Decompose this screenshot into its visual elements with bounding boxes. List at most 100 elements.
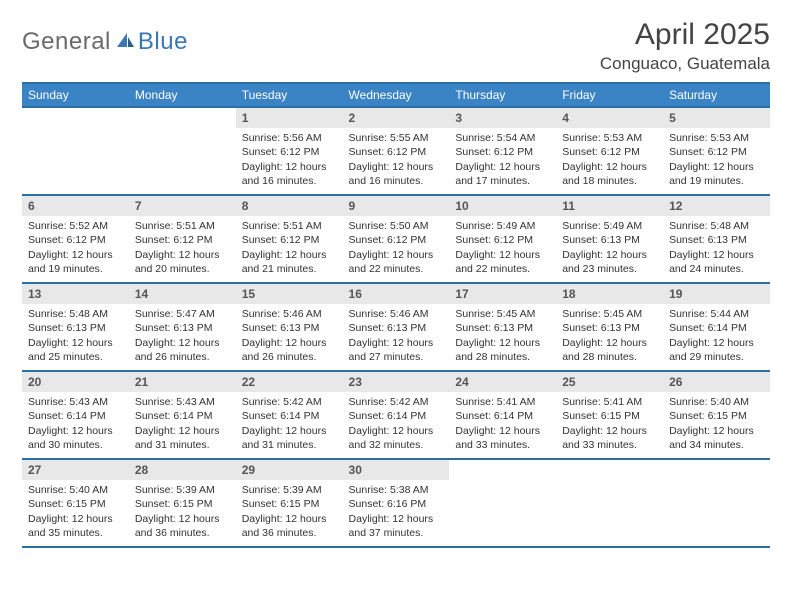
day-number: 1: [236, 108, 343, 128]
sunset-line: Sunset: 6:14 PM: [455, 409, 550, 423]
day-number: 9: [343, 196, 450, 216]
sunrise-line: Sunrise: 5:53 AM: [562, 131, 657, 145]
day-number: 28: [129, 460, 236, 480]
daylight-line: Daylight: 12 hours and 29 minutes.: [669, 336, 764, 364]
day-details: Sunrise: 5:44 AMSunset: 6:14 PMDaylight:…: [663, 304, 770, 368]
sunset-line: Sunset: 6:13 PM: [455, 321, 550, 335]
sunset-line: Sunset: 6:13 PM: [28, 321, 123, 335]
calendar-cell: 13Sunrise: 5:48 AMSunset: 6:13 PMDayligh…: [22, 283, 129, 371]
sunrise-line: Sunrise: 5:41 AM: [455, 395, 550, 409]
sunrise-line: Sunrise: 5:55 AM: [349, 131, 444, 145]
sunset-line: Sunset: 6:13 PM: [562, 233, 657, 247]
calendar-cell: 2Sunrise: 5:55 AMSunset: 6:12 PMDaylight…: [343, 107, 450, 195]
calendar-cell: 23Sunrise: 5:42 AMSunset: 6:14 PMDayligh…: [343, 371, 450, 459]
day-details: Sunrise: 5:43 AMSunset: 6:14 PMDaylight:…: [129, 392, 236, 456]
calendar-cell: 6Sunrise: 5:52 AMSunset: 6:12 PMDaylight…: [22, 195, 129, 283]
day-header-row: SundayMondayTuesdayWednesdayThursdayFrid…: [22, 83, 770, 107]
daylight-line: Daylight: 12 hours and 27 minutes.: [349, 336, 444, 364]
sunrise-line: Sunrise: 5:48 AM: [669, 219, 764, 233]
daylight-line: Daylight: 12 hours and 34 minutes.: [669, 424, 764, 452]
day-number: 7: [129, 196, 236, 216]
day-number: 26: [663, 372, 770, 392]
day-header: Saturday: [663, 83, 770, 107]
location: Conguaco, Guatemala: [600, 54, 770, 74]
sunrise-line: Sunrise: 5:52 AM: [28, 219, 123, 233]
day-details: Sunrise: 5:40 AMSunset: 6:15 PMDaylight:…: [663, 392, 770, 456]
sunset-line: Sunset: 6:15 PM: [135, 497, 230, 511]
sunrise-line: Sunrise: 5:48 AM: [28, 307, 123, 321]
sunrise-line: Sunrise: 5:54 AM: [455, 131, 550, 145]
daylight-line: Daylight: 12 hours and 30 minutes.: [28, 424, 123, 452]
daylight-line: Daylight: 12 hours and 22 minutes.: [349, 248, 444, 276]
daylight-line: Daylight: 12 hours and 31 minutes.: [242, 424, 337, 452]
daylight-line: Daylight: 12 hours and 31 minutes.: [135, 424, 230, 452]
sunrise-line: Sunrise: 5:38 AM: [349, 483, 444, 497]
sunset-line: Sunset: 6:12 PM: [349, 233, 444, 247]
day-details: Sunrise: 5:56 AMSunset: 6:12 PMDaylight:…: [236, 128, 343, 192]
day-details: Sunrise: 5:54 AMSunset: 6:12 PMDaylight:…: [449, 128, 556, 192]
daylight-line: Daylight: 12 hours and 26 minutes.: [242, 336, 337, 364]
calendar-week-row: 13Sunrise: 5:48 AMSunset: 6:13 PMDayligh…: [22, 283, 770, 371]
sunrise-line: Sunrise: 5:56 AM: [242, 131, 337, 145]
calendar-cell: 8Sunrise: 5:51 AMSunset: 6:12 PMDaylight…: [236, 195, 343, 283]
day-header: Thursday: [449, 83, 556, 107]
sunrise-line: Sunrise: 5:43 AM: [28, 395, 123, 409]
daylight-line: Daylight: 12 hours and 32 minutes.: [349, 424, 444, 452]
day-details: Sunrise: 5:48 AMSunset: 6:13 PMDaylight:…: [663, 216, 770, 280]
sunrise-line: Sunrise: 5:41 AM: [562, 395, 657, 409]
day-number: 21: [129, 372, 236, 392]
calendar-cell: 14Sunrise: 5:47 AMSunset: 6:13 PMDayligh…: [129, 283, 236, 371]
day-number: 11: [556, 196, 663, 216]
calendar-cell: 27Sunrise: 5:40 AMSunset: 6:15 PMDayligh…: [22, 459, 129, 547]
daylight-line: Daylight: 12 hours and 28 minutes.: [455, 336, 550, 364]
day-number: 12: [663, 196, 770, 216]
sunrise-line: Sunrise: 5:49 AM: [562, 219, 657, 233]
calendar-cell: [22, 107, 129, 195]
day-details: Sunrise: 5:38 AMSunset: 6:16 PMDaylight:…: [343, 480, 450, 544]
sunset-line: Sunset: 6:14 PM: [669, 321, 764, 335]
calendar-cell: 28Sunrise: 5:39 AMSunset: 6:15 PMDayligh…: [129, 459, 236, 547]
sunset-line: Sunset: 6:12 PM: [242, 233, 337, 247]
calendar-cell: [663, 459, 770, 547]
day-details: Sunrise: 5:52 AMSunset: 6:12 PMDaylight:…: [22, 216, 129, 280]
day-number: 29: [236, 460, 343, 480]
sunset-line: Sunset: 6:13 PM: [135, 321, 230, 335]
day-number: 20: [22, 372, 129, 392]
day-details: Sunrise: 5:46 AMSunset: 6:13 PMDaylight:…: [236, 304, 343, 368]
daylight-line: Daylight: 12 hours and 35 minutes.: [28, 512, 123, 540]
calendar-cell: 11Sunrise: 5:49 AMSunset: 6:13 PMDayligh…: [556, 195, 663, 283]
sunrise-line: Sunrise: 5:50 AM: [349, 219, 444, 233]
calendar-cell: 22Sunrise: 5:42 AMSunset: 6:14 PMDayligh…: [236, 371, 343, 459]
daylight-line: Daylight: 12 hours and 25 minutes.: [28, 336, 123, 364]
sunset-line: Sunset: 6:15 PM: [669, 409, 764, 423]
sunset-line: Sunset: 6:14 PM: [135, 409, 230, 423]
sunset-line: Sunset: 6:14 PM: [242, 409, 337, 423]
sunset-line: Sunset: 6:13 PM: [242, 321, 337, 335]
day-details: Sunrise: 5:39 AMSunset: 6:15 PMDaylight:…: [129, 480, 236, 544]
sunrise-line: Sunrise: 5:40 AM: [28, 483, 123, 497]
day-number: 17: [449, 284, 556, 304]
brand-text-blue: Blue: [138, 28, 188, 56]
day-details: Sunrise: 5:50 AMSunset: 6:12 PMDaylight:…: [343, 216, 450, 280]
day-number: 4: [556, 108, 663, 128]
calendar-page: General Blue April 2025 Conguaco, Guatem…: [0, 0, 792, 612]
calendar-cell: [449, 459, 556, 547]
brand-text-general: General: [22, 28, 111, 56]
daylight-line: Daylight: 12 hours and 36 minutes.: [135, 512, 230, 540]
calendar-cell: 29Sunrise: 5:39 AMSunset: 6:15 PMDayligh…: [236, 459, 343, 547]
sunset-line: Sunset: 6:12 PM: [455, 233, 550, 247]
day-details: Sunrise: 5:42 AMSunset: 6:14 PMDaylight:…: [236, 392, 343, 456]
calendar-cell: 5Sunrise: 5:53 AMSunset: 6:12 PMDaylight…: [663, 107, 770, 195]
calendar-cell: 16Sunrise: 5:46 AMSunset: 6:13 PMDayligh…: [343, 283, 450, 371]
day-details: Sunrise: 5:39 AMSunset: 6:15 PMDaylight:…: [236, 480, 343, 544]
calendar-week-row: 20Sunrise: 5:43 AMSunset: 6:14 PMDayligh…: [22, 371, 770, 459]
month-title: April 2025: [600, 18, 770, 52]
sunrise-line: Sunrise: 5:40 AM: [669, 395, 764, 409]
calendar-cell: 26Sunrise: 5:40 AMSunset: 6:15 PMDayligh…: [663, 371, 770, 459]
day-number: 30: [343, 460, 450, 480]
day-details: Sunrise: 5:49 AMSunset: 6:12 PMDaylight:…: [449, 216, 556, 280]
sunset-line: Sunset: 6:12 PM: [562, 145, 657, 159]
sunrise-line: Sunrise: 5:46 AM: [349, 307, 444, 321]
sunrise-line: Sunrise: 5:51 AM: [242, 219, 337, 233]
daylight-line: Daylight: 12 hours and 36 minutes.: [242, 512, 337, 540]
